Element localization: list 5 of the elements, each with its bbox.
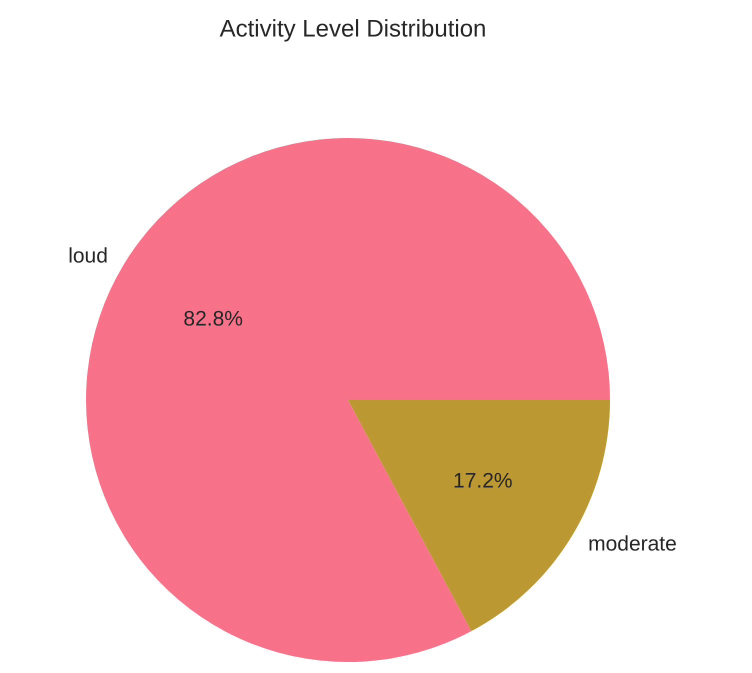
data-label: 17.2%: [453, 469, 513, 492]
chart-title: Activity Level Distribution: [220, 16, 486, 42]
slice-label: loud: [68, 244, 108, 268]
slice-label: moderate: [588, 532, 677, 556]
data-label: 82.8%: [183, 308, 243, 331]
